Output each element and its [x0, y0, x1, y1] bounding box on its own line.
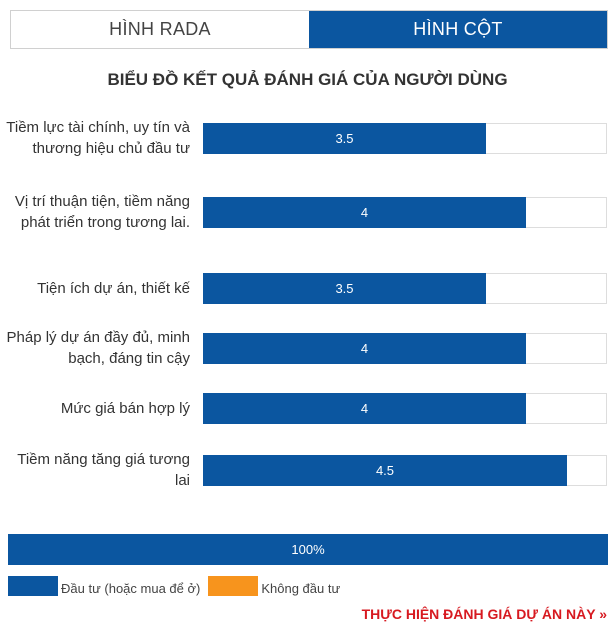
bar-value-label: 4 — [360, 204, 369, 220]
category-label: Tiềm lực tài chính, uy tín và thương hiệ… — [6, 119, 190, 157]
bar — [203, 392, 526, 424]
bar-chart: Tiềm lực tài chính, uy tín và thương hiệ… — [0, 110, 615, 510]
chart-title: BIỂU ĐỒ KẾT QUẢ ĐÁNH GIÁ CỦA NGƯỜI DÙNG — [107, 70, 508, 89]
legend-item-invest: Đầu tư (hoặc mua để ở) — [8, 576, 204, 596]
category-label: Tiện ích dự án, thiết kế — [37, 279, 190, 297]
bar — [203, 272, 486, 304]
bar — [203, 332, 526, 364]
summary-label: 100% — [291, 542, 325, 557]
summary-bar: 100% — [8, 534, 608, 565]
legend-label-invest: Đầu tư (hoặc mua để ở) — [61, 581, 201, 596]
legend-item-not-invest: Không đầu tư — [208, 576, 344, 596]
bar — [203, 122, 486, 154]
tab-bar[interactable]: HÌNH CỘT — [309, 11, 607, 48]
chart-type-tabs: HÌNH RADA HÌNH CỘT — [10, 10, 608, 49]
category-label: Mức giá bán hợp lý — [60, 399, 190, 417]
category-label: Tiềm năng tăng giá tương lai — [17, 451, 190, 489]
category-label: Vị trí thuận tiện, tiềm năng phát triển … — [14, 193, 190, 231]
tab-radar[interactable]: HÌNH RADA — [11, 11, 309, 48]
bar — [203, 196, 526, 228]
bar-value-label: 4 — [360, 340, 369, 356]
bar-value-label: 4 — [360, 400, 369, 416]
bar-value-label: 3.5 — [335, 280, 354, 296]
legend-label-not-invest: Không đầu tư — [261, 581, 341, 596]
category-label: Pháp lý dự án đầy đủ, minh bạch, đáng ti… — [6, 329, 191, 367]
legend-swatch-not-invest — [208, 576, 259, 596]
legend-swatch-invest — [8, 576, 58, 596]
bar — [203, 454, 567, 486]
bar-value-label: 3.5 — [335, 130, 354, 146]
rate-project-link[interactable]: THỰC HIỆN ĐÁNH GIÁ DỰ ÁN NÀY » — [361, 606, 607, 622]
bar-value-label: 4.5 — [375, 462, 395, 478]
legend: Đầu tư (hoặc mua để ở) Không đầu tư — [8, 576, 348, 596]
